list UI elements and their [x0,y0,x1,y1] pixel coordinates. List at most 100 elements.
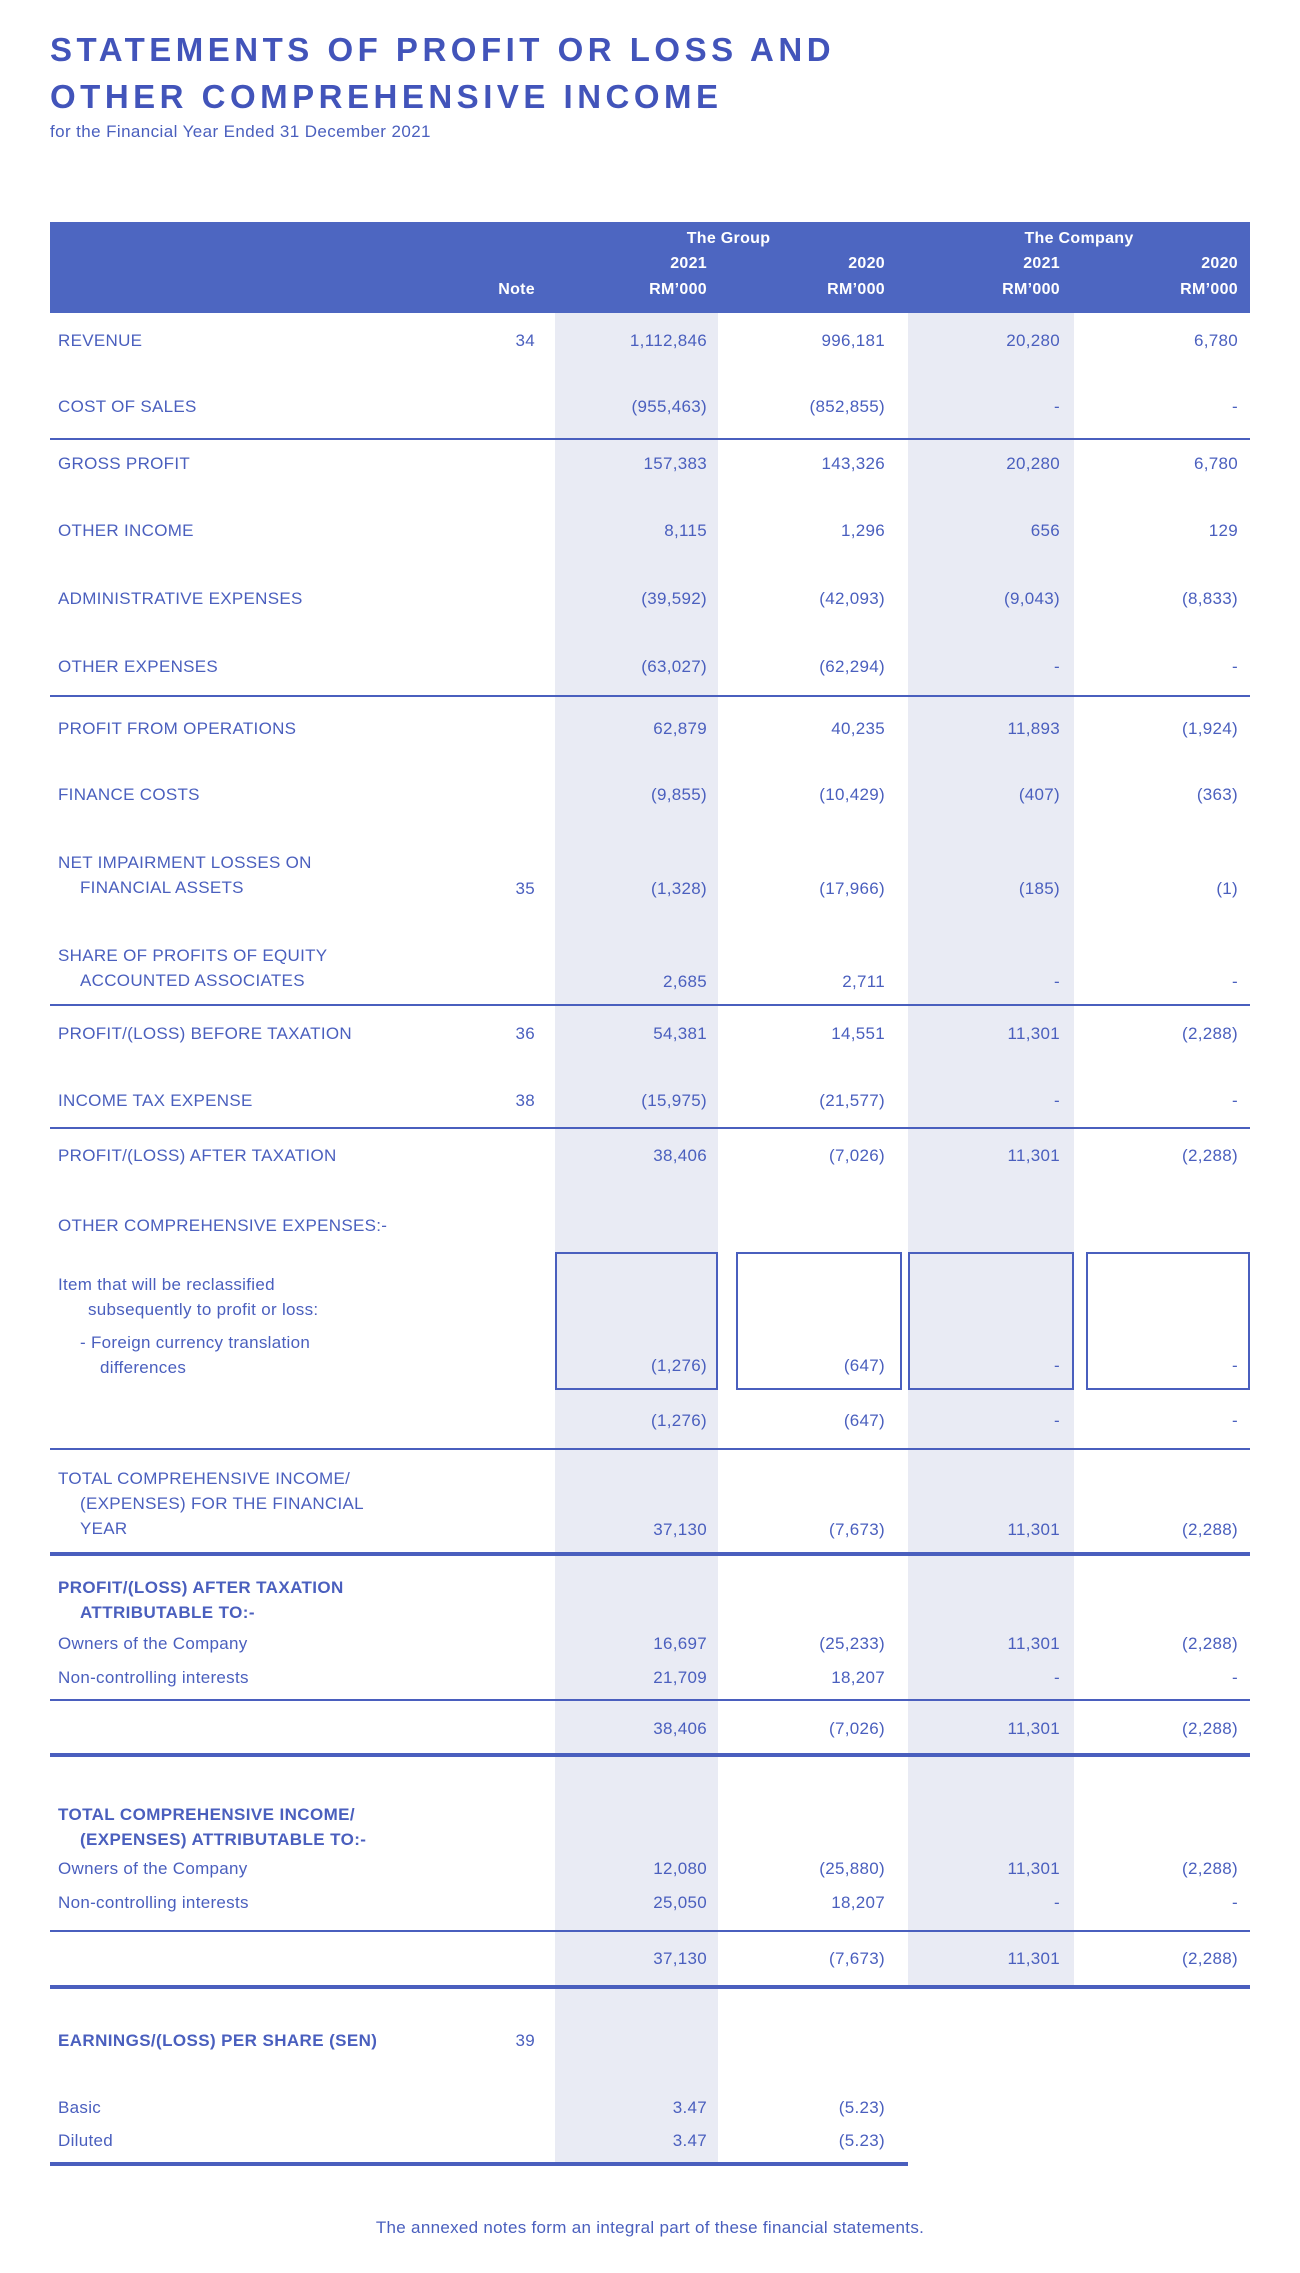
cell-company-2020: (2,288) [1182,1634,1238,1653]
row-eps-basic: Basic 3.47 (5.23) [50,2097,1250,2119]
header-company-title: The Company [1024,230,1134,247]
cell-company-2021: (407) [1018,785,1060,804]
row-label: FINANCE COSTS [58,785,200,804]
cell-company-2021: - [1054,397,1060,416]
page-subtitle: for the Financial Year Ended 31 December… [50,122,431,141]
footer-note: The annexed notes form an integral part … [375,2218,925,2237]
row-tci-total: 37,130 (7,673) 11,301 (2,288) [50,1948,1250,1970]
note-ref: 38 [515,1091,535,1110]
rule [50,1930,1250,1932]
row-eps-diluted: Diluted 3.47 (5.23) [50,2130,1250,2152]
row-profit-after-taxation: PROFIT/(LOSS) AFTER TAXATION 38,406 (7,0… [50,1145,1250,1167]
cell-group-2020: (21,577) [819,1091,885,1110]
rule-thick [50,1985,1250,1989]
row-other-expenses: OTHER EXPENSES (63,027) (62,294) - - [50,656,1250,678]
row-pat-total: 38,406 (7,026) 11,301 (2,288) [50,1718,1250,1740]
cell-company-2021: 11,301 [1007,1949,1060,1968]
cell-company-2021: 11,893 [1007,719,1060,738]
row-label: COST OF SALES [58,397,197,416]
cell-group-2021: 25,050 [653,1893,707,1912]
rule [50,1004,1250,1006]
cell-company-2021: 20,280 [1006,454,1060,473]
table-header: The Group The Company 2021 2020 2021 202… [50,222,1250,313]
cell-group-2021: 3.47 [672,2098,707,2117]
cell-group-2020: (5.23) [838,2131,885,2150]
cell-group-2021: 38,406 [653,1719,707,1738]
row-finance-costs: FINANCE COSTS (9,855) (10,429) (407) (36… [50,784,1250,806]
note-ref: 34 [515,331,535,350]
cell-group-2020: (7,026) [829,1719,885,1738]
cell-group-2021: 16,697 [653,1634,707,1653]
cell-group-2021: 1,112,846 [629,331,707,350]
cell-group-2020: 18,207 [831,1668,885,1687]
row-label-line2: FINANCIAL ASSETS [80,878,244,897]
heading-line1: TOTAL COMPREHENSIVE INCOME/ [58,1805,355,1824]
page-title: STATEMENTS OF PROFIT OR LOSS AND OTHER C… [50,26,835,120]
cell-group-2020: (25,233) [819,1634,885,1653]
row-label: PROFIT/(LOSS) BEFORE TAXATION [58,1024,352,1043]
row-net-impairment-losses: NET IMPAIRMENT LOSSES ON FINANCIAL ASSET… [50,850,1250,900]
cell-group-2021: (1,328) [651,879,707,898]
header-year-company-2021: 2021 [1023,255,1060,272]
row-label: PROFIT/(LOSS) AFTER TAXATION [58,1146,337,1165]
cell-group-2020: 18,207 [831,1893,885,1912]
row-label: ADMINISTRATIVE EXPENSES [58,589,303,608]
rule-thick [50,1552,1250,1556]
cell-group-2020: (5.23) [838,2098,885,2117]
section-heading: OTHER COMPREHENSIVE EXPENSES:- [58,1216,388,1235]
cell-group-2021: 37,130 [653,1949,707,1968]
cell-group-2021: 37,130 [653,1520,707,1539]
oci-box-company-2021 [908,1252,1074,1390]
cell-group-2020: 14,551 [831,1024,885,1043]
cell-company-2021: 11,301 [1007,1520,1060,1539]
row-tci-attributable-heading: TOTAL COMPREHENSIVE INCOME/ (EXPENSES) A… [50,1802,1250,1852]
cell-group-2021: 8,115 [664,521,707,540]
cell-company-2021: - [1054,1091,1060,1110]
cell-group-2021: (1,276) [651,1411,707,1430]
cell-company-2020: - [1232,397,1238,416]
row-label: REVENUE [58,331,143,350]
cell-group-2020: (10,429) [819,785,885,804]
header-unit-2: RM’000 [827,281,885,298]
row-label-line1: Item that will be reclassified [58,1275,275,1294]
cell-company-2021: - [1054,657,1060,676]
cell-company-2021: 20,280 [1006,331,1060,350]
cell-group-2021: 62,879 [653,719,707,738]
cell-group-2020: (62,294) [819,657,885,676]
row-administrative-expenses: ADMINISTRATIVE EXPENSES (39,592) (42,093… [50,588,1250,610]
cell-company-2020: - [1232,972,1238,991]
cell-company-2020: (2,288) [1182,1949,1238,1968]
row-tci-owners: Owners of the Company 12,080 (25,880) 11… [50,1858,1250,1880]
cell-group-2021: (1,276) [651,1356,707,1375]
cell-group-2021: (63,027) [641,657,707,676]
row-label-line1: TOTAL COMPREHENSIVE INCOME/ [58,1469,351,1488]
page-title-line2: OTHER COMPREHENSIVE INCOME [50,78,723,115]
section-heading: TOTAL COMPREHENSIVE INCOME/ (EXPENSES) A… [50,1802,498,1852]
cell-group-2021: 54,381 [653,1024,707,1043]
cell-group-2020: (852,855) [809,397,885,416]
row-cost-of-sales: COST OF SALES (955,463) (852,855) - - [50,396,1250,418]
row-label: NET IMPAIRMENT LOSSES ON FINANCIAL ASSET… [50,850,498,900]
cell-company-2020: - [1232,1091,1238,1110]
row-total-comprehensive-income-year: TOTAL COMPREHENSIVE INCOME/ (EXPENSES) F… [50,1466,1250,1541]
cell-group-2021: 3.47 [672,2131,707,2150]
header-note-label: Note [498,281,535,298]
row-label-line4: differences [100,1358,187,1377]
rule-thick [50,1753,1250,1757]
row-label: SHARE OF PROFITS OF EQUITY ACCOUNTED ASS… [50,943,498,993]
cell-company-2021: - [1054,1668,1060,1687]
rule-thick-short [50,2162,908,2166]
cell-group-2021: 2,685 [662,972,707,991]
row-label: GROSS PROFIT [58,454,191,473]
cell-company-2020: (8,833) [1182,589,1238,608]
row-label: Diluted [58,2131,114,2150]
heading-line2: (EXPENSES) ATTRIBUTABLE TO:- [80,1830,367,1849]
header-unit-3: RM’000 [1002,281,1060,298]
row-label: Item that will be reclassified subsequen… [50,1252,498,1380]
cell-group-2020: (647) [843,1411,885,1430]
cell-company-2020: - [1232,1411,1238,1430]
row-label: OTHER INCOME [58,521,194,540]
cell-company-2020: (2,288) [1182,1520,1238,1539]
row-tci-nci: Non-controlling interests 25,050 18,207 … [50,1892,1250,1914]
cell-company-2020: (1,924) [1182,719,1238,738]
